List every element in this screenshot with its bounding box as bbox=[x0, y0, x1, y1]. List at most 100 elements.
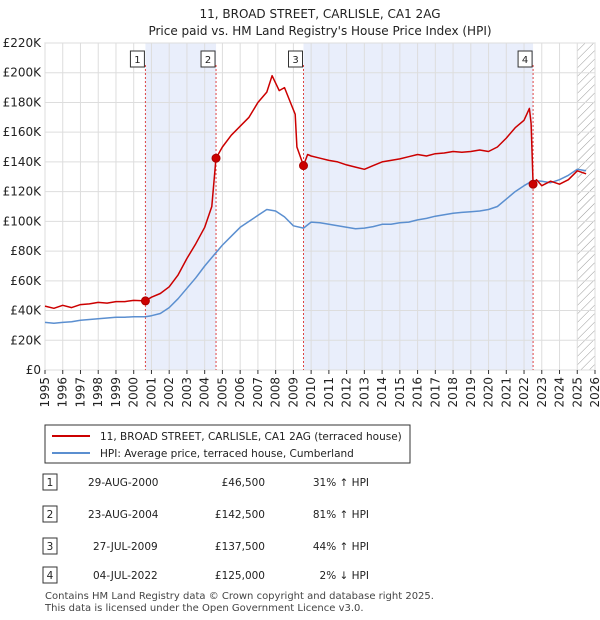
transaction-row: 4 04-JUL-2022 £125,000 2% ↓ HPI bbox=[42, 566, 369, 584]
x-tick-label: 2019 bbox=[464, 377, 478, 408]
x-tick-label: 2023 bbox=[535, 377, 549, 408]
x-tick-label: 2021 bbox=[499, 377, 513, 408]
transaction-price: £125,000 bbox=[215, 570, 265, 582]
marker-boxes: 1 2 3 4 bbox=[129, 50, 533, 68]
y-tick-label: £160K bbox=[3, 125, 43, 139]
transaction-number: 3 bbox=[47, 541, 54, 553]
x-tick-label: 2001 bbox=[144, 377, 158, 408]
x-tick-label: 2000 bbox=[127, 377, 141, 408]
footer-licence: This data is licensed under the Open Gov… bbox=[44, 603, 364, 614]
x-tick-label: 1996 bbox=[56, 377, 70, 408]
transactions-table: 1 29-AUG-2000 £46,500 31% ↑ HPI 2 23-AUG… bbox=[42, 473, 369, 584]
x-tick-label: 2006 bbox=[233, 377, 247, 408]
x-tick-label: 2024 bbox=[553, 377, 567, 408]
transaction-hpi: 2% ↓ HPI bbox=[320, 570, 369, 582]
shaded-spans bbox=[145, 43, 595, 370]
x-tick-label: 2012 bbox=[340, 377, 354, 408]
y-tick-label: £220K bbox=[3, 36, 43, 50]
y-tick-label: £140K bbox=[3, 155, 43, 169]
marker-box bbox=[129, 50, 145, 68]
sale-point bbox=[299, 161, 308, 171]
grid bbox=[44, 42, 596, 371]
legend-hpi-label: HPI: Average price, terraced house, Cumb… bbox=[100, 448, 354, 460]
y-tick-label: £200K bbox=[3, 66, 43, 80]
transaction-date: 29-AUG-2000 bbox=[88, 477, 158, 489]
y-tick-label: £60K bbox=[10, 274, 42, 288]
transaction-number: 4 bbox=[47, 570, 54, 582]
transaction-row: 3 27-JUL-2009 £137,500 44% ↑ HPI bbox=[42, 537, 369, 555]
footer-copyright: Contains HM Land Registry data © Crown c… bbox=[45, 591, 434, 602]
x-tick-label: 1997 bbox=[73, 377, 87, 408]
x-tick-label: 2025 bbox=[570, 377, 584, 408]
y-tick-label: £120K bbox=[3, 185, 43, 199]
hpi-line bbox=[44, 168, 587, 324]
sale-points bbox=[140, 153, 538, 306]
transaction-hpi: 31% ↑ HPI bbox=[313, 477, 369, 489]
chart-title: 11, BROAD STREET, CARLISLE, CA1 2AG bbox=[199, 7, 440, 21]
marker-lines bbox=[144, 65, 534, 370]
x-tick-label: 2010 bbox=[304, 377, 318, 408]
y-axis: £0 £20K £40K £60K £80K £100K £120K £140K £160K £1… bbox=[3, 36, 43, 377]
x-tick-label: 2007 bbox=[251, 377, 265, 408]
transaction-date: 27-JUL-2009 bbox=[93, 541, 158, 553]
y-tick-label: £0 bbox=[26, 363, 41, 377]
y-tick-label: £40K bbox=[10, 304, 42, 318]
transaction-number-box bbox=[42, 566, 58, 584]
marker-box bbox=[200, 50, 216, 68]
marker-label: 3 bbox=[292, 55, 298, 66]
x-tick-label: 2022 bbox=[517, 377, 531, 408]
transaction-row: 1 29-AUG-2000 £46,500 31% ↑ HPI bbox=[42, 473, 369, 491]
transaction-price: £137,500 bbox=[215, 541, 265, 553]
legend-property-label: 11, BROAD STREET, CARLISLE, CA1 2AG (ter… bbox=[100, 431, 402, 443]
transaction-date: 04-JUL-2022 bbox=[93, 570, 158, 582]
x-tick-label: 1999 bbox=[109, 377, 123, 408]
legend-box bbox=[44, 424, 411, 464]
y-tick-label: £80K bbox=[10, 244, 42, 258]
x-tick-label: 1998 bbox=[91, 377, 105, 408]
x-tick-label: 2020 bbox=[482, 377, 496, 408]
marker-label: 2 bbox=[205, 55, 211, 66]
transaction-number-box bbox=[42, 473, 58, 491]
x-tick-label: 2008 bbox=[269, 377, 283, 408]
x-tick-label: 2004 bbox=[198, 377, 212, 408]
transaction-row: 2 23-AUG-2004 £142,500 81% ↑ HPI bbox=[42, 505, 369, 523]
x-tick-label: 2015 bbox=[393, 377, 407, 408]
x-tick-label: 2013 bbox=[357, 377, 371, 408]
shaded-span bbox=[145, 43, 217, 370]
forecast-hatch bbox=[577, 43, 595, 370]
x-tick-label: 2016 bbox=[411, 377, 425, 408]
x-tick-label: 2014 bbox=[375, 377, 389, 408]
transaction-number: 2 bbox=[47, 509, 54, 521]
sale-point bbox=[140, 296, 150, 306]
sale-point bbox=[211, 153, 221, 163]
x-axis: 1995 1996 1997 1998 1999 2000 2001 2002 2003 2004… bbox=[38, 370, 600, 408]
y-tick-label: £20K bbox=[10, 333, 42, 347]
y-tick-label: £180K bbox=[3, 95, 43, 109]
transaction-date: 23-AUG-2004 bbox=[88, 509, 159, 521]
marker-box bbox=[288, 50, 303, 68]
x-tick-label: 2018 bbox=[446, 377, 460, 408]
shaded-span bbox=[303, 43, 534, 370]
transaction-number: 1 bbox=[47, 477, 54, 489]
x-tick-label: 2026 bbox=[588, 377, 600, 408]
transaction-number-box bbox=[42, 537, 58, 555]
x-tick-label: 2005 bbox=[215, 377, 229, 408]
x-tick-label: 2017 bbox=[428, 377, 442, 408]
x-tick-label: 2002 bbox=[162, 377, 176, 408]
legend: 11, BROAD STREET, CARLISLE, CA1 2AG (ter… bbox=[44, 424, 411, 464]
transaction-price: £46,500 bbox=[222, 477, 265, 489]
x-tick-label: 2011 bbox=[322, 377, 336, 408]
sale-point bbox=[528, 179, 538, 189]
marker-label: 4 bbox=[522, 55, 528, 66]
x-tick-label: 2003 bbox=[180, 377, 194, 408]
marker-box bbox=[517, 50, 533, 68]
y-tick-label: £100K bbox=[3, 214, 43, 228]
marker-label: 1 bbox=[134, 55, 140, 66]
transaction-number-box bbox=[42, 505, 58, 523]
chart-subtitle: Price paid vs. HM Land Registry's House … bbox=[148, 24, 491, 38]
x-tick-label: 1995 bbox=[38, 377, 52, 408]
transaction-price: £142,500 bbox=[215, 509, 265, 521]
transaction-hpi: 81% ↑ HPI bbox=[313, 509, 369, 521]
x-tick-label: 2009 bbox=[286, 377, 300, 408]
